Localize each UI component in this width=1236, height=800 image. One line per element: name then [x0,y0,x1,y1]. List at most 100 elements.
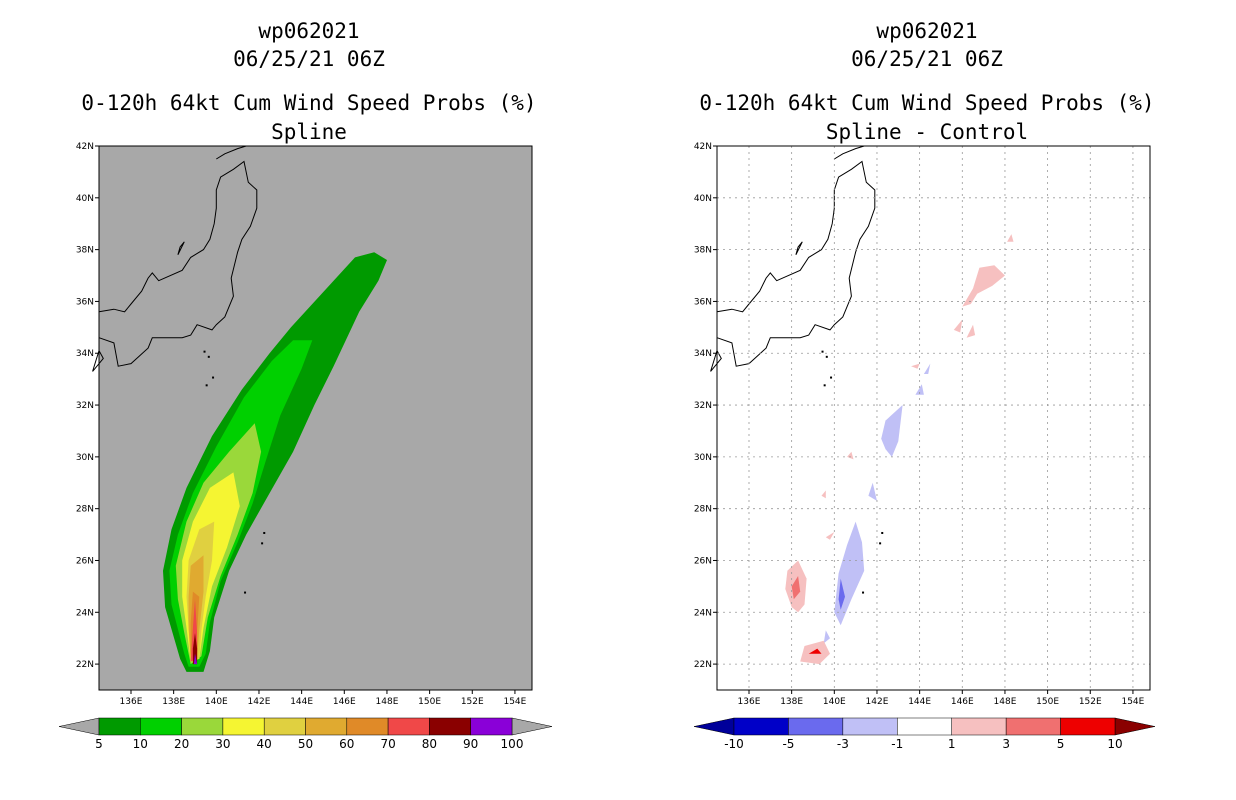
lat-tick-label: 30N [76,453,94,463]
difference-contour-blob [966,324,976,338]
colorbar-segment [387,717,430,736]
lat-tick-label: 36N [694,297,712,307]
colorbar-segment [140,717,182,736]
colorbar-label: -10 [724,737,744,751]
lat-tick-label: 34N [694,349,712,359]
honshu-coastline [716,160,876,367]
difference-contour-blob [1007,234,1014,242]
colorbar-label: 50 [298,737,313,751]
colorbar-segment [429,717,471,736]
colorbar-segment [897,717,952,736]
lon-tick-label: 152E [1079,697,1102,707]
island [263,531,266,534]
colorbar-segment [346,717,389,736]
difference-contour-blob [838,578,845,610]
island [244,591,247,594]
lat-tick-label: 40N [76,194,94,204]
lat-tick-label: 28N [76,505,94,515]
lon-tick-label: 138E [162,697,185,707]
colorbar-over-arrow [511,717,553,736]
sado-coastline [177,241,185,256]
lon-tick-label: 154E [503,697,526,707]
difference-contour-blob [911,363,920,369]
lon-tick-label: 136E [120,697,143,707]
lon-tick-label: 154E [1121,697,1144,707]
island [830,376,833,379]
lon-tick-label: 140E [823,697,846,707]
colorbar-label: 80 [422,737,437,751]
map-frame [98,145,533,691]
colorbar-segment [842,717,898,736]
probability-contour-band [192,633,198,665]
lon-tick-label: 144E [908,697,931,707]
island [203,350,206,353]
difference-contour-blob [847,451,854,460]
shikoku-coastline [92,350,104,372]
colorbar-label: 90 [463,737,478,751]
lon-tick-label: 138E [780,697,803,707]
colorbar-segment [263,717,306,736]
map-background [99,146,532,690]
lat-tick-label: 22N [76,660,94,670]
colorbar-segment [98,717,141,736]
colorbar-label: 20 [174,737,189,751]
colorbar-segment [951,717,1007,736]
lon-tick-label: 150E [418,697,441,707]
lat-tick-label: 22N [694,660,712,670]
datetime-title: 06/25/21 06Z [233,47,385,71]
island [823,384,826,387]
lat-tick-label: 42N [694,142,712,152]
lat-tick-label: 32N [76,401,94,411]
probability-contour-band [193,653,198,665]
difference-contour-blob [915,384,924,395]
difference-map: 42N 40N 38N 36N 34N 32N 30N 28N 26N 24N 22N 136E 138… [693,142,1156,751]
colorbar-under-arrow [693,717,735,736]
difference-contour-blob [823,630,830,644]
colorbar: -10 -5 -3 -1 1 3 5 10 [693,717,1156,751]
colorbar-segment [1005,717,1061,736]
lat-tick-label: 24N [76,608,94,618]
map-axes: 42N 40N 38N 36N 34N 32N 30N 28N 26N 24N 22N 136E 138… [76,142,533,707]
difference-contour-blob [868,482,877,501]
difference-contour-blob [953,319,963,333]
storm-id-title: wp062021 [876,19,978,43]
island [207,355,210,358]
colorbar-label: 5 [95,737,103,751]
lat-tick-label: 38N [694,246,712,256]
difference-contour-blob [825,532,835,540]
colorbar-segment [222,717,265,736]
colorbar-segment [305,717,348,736]
lon-tick-label: 146E [951,697,974,707]
storm-id-title: wp062021 [258,19,360,43]
lat-tick-label: 30N [694,453,712,463]
difference-contour-blob [808,648,822,654]
lat-tick-label: 34N [76,349,94,359]
colorbar-under-arrow [58,717,100,736]
colorbar-label: 70 [380,737,395,751]
map-background [717,146,1150,690]
lat-tick-label: 42N [76,142,94,152]
spline-panel: wp062021 06/25/21 06Z 0-120h 64kt Cum Wi… [58,19,553,751]
honshu-coastline [98,160,258,367]
lat-tick-label: 26N [694,556,712,566]
lon-tick-label: 148E [994,697,1017,707]
lon-tick-label: 152E [461,697,484,707]
lon-tick-label: 144E [290,697,313,707]
difference-contour-blob [791,576,801,600]
probability-field [163,252,387,672]
lat-tick-label: 40N [694,194,712,204]
lon-tick-label: 142E [248,697,271,707]
difference-panel: wp062021 06/25/21 06Z 0-120h 64kt Cum Wi… [618,0,1236,800]
colorbar-label: -3 [837,737,849,751]
lat-tick-label: 38N [76,246,94,256]
method-title: Spline [271,120,347,144]
colorbar-label: 10 [1107,737,1122,751]
island [825,355,828,358]
difference-contour-blob [821,490,826,499]
lat-tick-label: 24N [694,608,712,618]
island [212,376,215,379]
island [881,531,884,534]
colorbar-label: 5 [1057,737,1065,751]
colorbar-label: 60 [339,737,354,751]
colorbar-over-arrow [1114,717,1156,736]
